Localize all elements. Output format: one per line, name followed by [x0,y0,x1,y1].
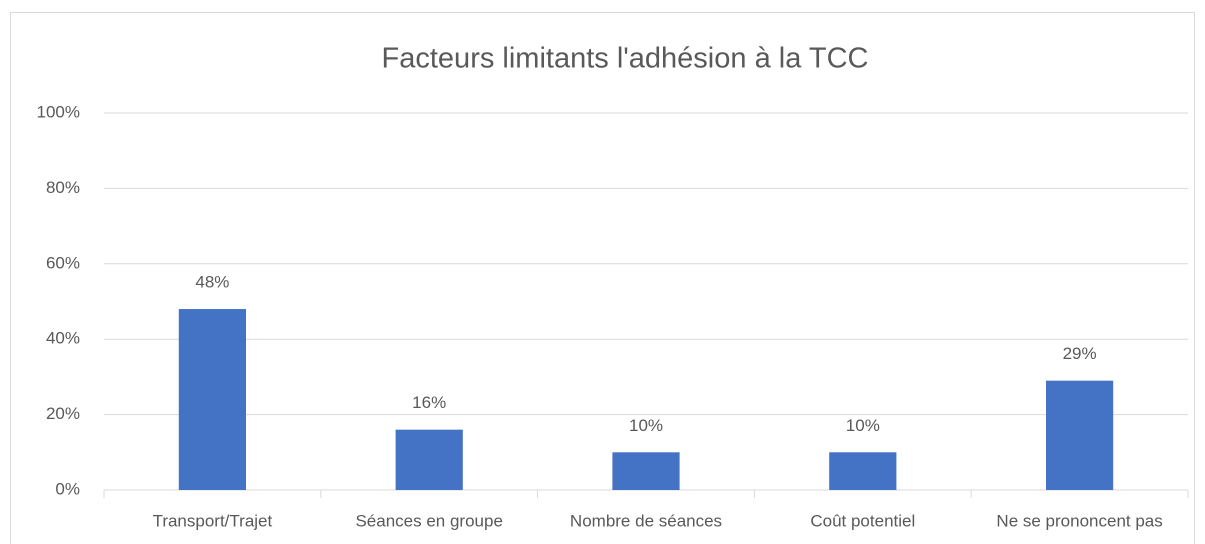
x-tick-label: Coût potentiel [810,511,915,530]
data-label: 29% [1063,344,1097,363]
x-tick-label: Nombre de séances [570,511,722,530]
bar [178,309,247,490]
y-tick-label: 60% [46,253,80,272]
bar [829,452,897,490]
y-tick-label: 40% [46,329,80,348]
data-label: 48% [195,273,229,292]
data-label: 10% [629,416,663,435]
bar [1045,380,1114,490]
y-tick-label: 100% [37,102,80,121]
bar [395,429,463,490]
chart-title: Facteurs limitants l'adhésion à la TCC [382,43,869,75]
x-tick-label: Séances en groupe [355,511,502,530]
y-tick-label: 0% [55,479,80,498]
data-label: 10% [846,416,880,435]
chart-border [10,12,1195,544]
y-tick-label: 20% [46,404,80,423]
data-label: 16% [412,393,446,412]
y-tick-label: 80% [46,178,80,197]
bar [612,452,680,490]
x-tick-label: Ne se prononcent pas [996,511,1162,530]
x-tick-label: Transport/Trajet [153,511,273,530]
